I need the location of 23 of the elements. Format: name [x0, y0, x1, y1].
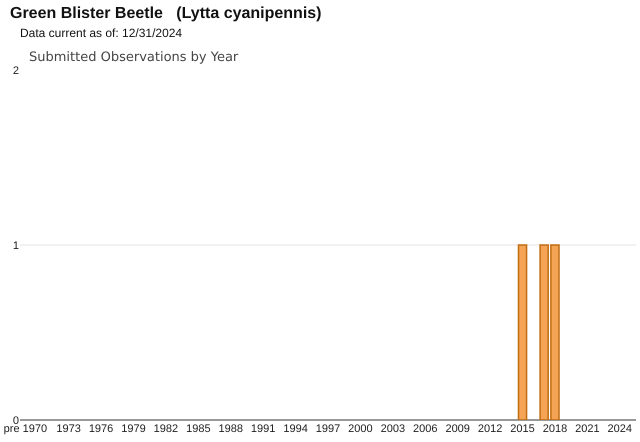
x-tick-label: 1988: [218, 423, 243, 435]
x-tick-label: 1985: [186, 423, 211, 435]
x-tick-label: 1994: [283, 423, 308, 435]
x-tick-label: 1991: [250, 423, 276, 435]
y-tick-label: 1: [12, 240, 19, 252]
x-tick-label: 1982: [154, 423, 178, 435]
x-tick-label: 2024: [608, 423, 632, 435]
chart-subtitle: Data current as of: 12/31/2024: [20, 26, 182, 40]
x-tick-label: 1979: [121, 423, 146, 435]
x-tick-label: 2012: [478, 423, 502, 435]
x-tick-label: 2021: [575, 423, 600, 435]
text: Submitted Observations by Year: [29, 50, 239, 65]
x-tick-label: 2006: [413, 423, 438, 435]
x-tick-label: 1976: [88, 423, 114, 435]
x-tick-label: 2015: [510, 423, 535, 435]
y-tick-label: 2: [12, 64, 19, 77]
x-tick-label: 2009: [445, 423, 470, 435]
x-tick-label: 1973: [56, 423, 81, 435]
x-tick-label: 1997: [316, 423, 340, 435]
chart-title: Green Blister Beetle (Lytta cyanipennis): [10, 5, 322, 22]
x-tick-label: 2003: [380, 423, 406, 435]
x-tick-label: 2000: [348, 423, 373, 435]
x-tick-label: 2018: [542, 423, 568, 435]
